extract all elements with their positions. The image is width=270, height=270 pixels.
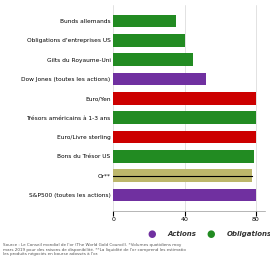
Bar [113,112,256,124]
Bar [113,131,256,143]
Text: ●: ● [206,228,215,239]
Text: ●: ● [147,228,156,239]
Bar [113,189,256,201]
Bar [113,92,256,104]
Bar [113,34,185,47]
Text: Obligations: Obligations [227,231,270,237]
Bar [113,73,206,85]
Text: Actions: Actions [167,231,196,237]
Bar [113,150,254,163]
Bar [113,53,193,66]
Bar [113,15,176,27]
Bar [113,169,252,182]
Text: Source : Le Conseil mondial de l'or (The World Gold Council). *Volumes quotidien: Source : Le Conseil mondial de l'or (The… [3,243,185,256]
